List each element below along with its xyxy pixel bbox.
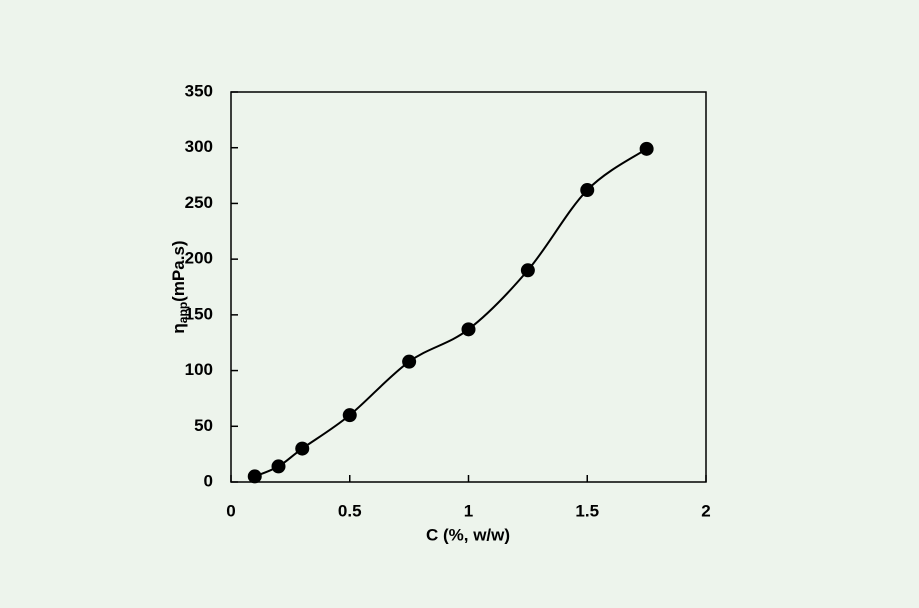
data-point	[402, 354, 417, 369]
data-point	[247, 469, 262, 484]
data-line	[254, 148, 648, 478]
data-point	[580, 183, 595, 198]
y-tick-label: 200	[185, 249, 213, 268]
y-tick-label: 50	[194, 416, 213, 435]
y-label-subscript: app	[176, 302, 190, 323]
y-tick-label: 100	[185, 360, 213, 379]
y-label-unit: (mPa.s)	[169, 240, 188, 301]
y-axis-label: ηapp(mPa.s)	[169, 240, 190, 333]
y-tick-label: 250	[185, 193, 213, 212]
y-axis-label-text: ηapp(mPa.s)	[169, 240, 190, 333]
data-point	[461, 322, 476, 337]
x-tick-label: 1.5	[575, 501, 599, 520]
y-tick-label: 300	[185, 137, 213, 156]
x-axis-label: C (%, w/w)	[426, 525, 510, 544]
x-tick-label: 2	[701, 501, 710, 520]
y-tick-label: 0	[204, 471, 213, 490]
y-tick-label: 350	[185, 81, 213, 100]
y-label-symbol: η	[169, 323, 188, 333]
data-point	[639, 141, 654, 156]
x-tick-label: 0.5	[338, 501, 362, 520]
plot-frame	[230, 91, 707, 483]
data-point	[520, 263, 535, 278]
x-tick-label: 1	[464, 501, 473, 520]
data-point	[271, 459, 286, 474]
data-point	[342, 408, 357, 423]
data-point	[295, 441, 310, 456]
y-tick-label: 150	[185, 304, 213, 323]
x-tick-label: 0	[226, 501, 235, 520]
